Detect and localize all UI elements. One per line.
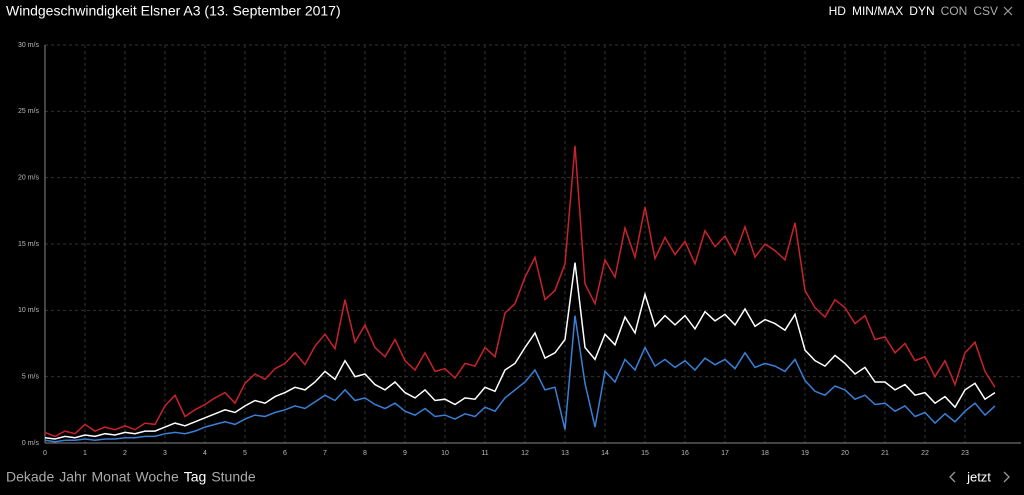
x-tick-label: 13 <box>561 450 569 457</box>
series-line <box>44 262 996 440</box>
y-tick-label: 15 m/s <box>18 241 40 248</box>
toolbar-button[interactable]: CON <box>941 4 968 18</box>
x-tick-label: 6 <box>283 450 287 457</box>
y-tick-label: 20 m/s <box>18 175 40 182</box>
x-tick-label: 20 <box>841 450 849 457</box>
range-button[interactable]: Monat <box>92 469 131 485</box>
x-tick-label: 21 <box>881 450 889 457</box>
x-tick-label: 3 <box>163 450 167 457</box>
x-tick-label: 7 <box>323 450 327 457</box>
now-button[interactable]: jetzt <box>966 469 991 484</box>
x-tick-label: 23 <box>961 450 969 457</box>
range-button[interactable]: Dekade <box>6 469 54 485</box>
close-icon[interactable] <box>1003 6 1013 16</box>
prev-arrow[interactable] <box>949 471 956 483</box>
x-tick-label: 19 <box>801 450 809 457</box>
x-tick-label: 22 <box>921 450 929 457</box>
y-tick-label: 30 m/s <box>18 42 40 49</box>
toolbar-button[interactable]: CSV <box>973 4 998 18</box>
y-tick-label: 5 m/s <box>22 374 40 381</box>
x-tick-label: 11 <box>481 450 488 457</box>
series-line <box>44 145 996 438</box>
x-tick-label: 10 <box>441 450 449 457</box>
range-button[interactable]: Jahr <box>59 469 87 485</box>
next-arrow[interactable] <box>1003 471 1010 483</box>
y-tick-label: 0 m/s <box>22 440 40 447</box>
x-tick-label: 4 <box>203 450 207 457</box>
chart-title: Windgeschwindigkeit Elsner A3 (13. Septe… <box>6 3 341 19</box>
x-tick-label: 16 <box>681 450 689 457</box>
x-tick-label: 9 <box>403 450 407 457</box>
toolbar-button[interactable]: HD <box>829 4 847 18</box>
x-tick-label: 15 <box>641 450 649 457</box>
x-tick-label: 1 <box>83 450 87 457</box>
x-tick-label: 18 <box>761 450 769 457</box>
toolbar-button[interactable]: MIN/MAX <box>852 4 903 18</box>
toolbar-button[interactable]: DYN <box>909 4 934 18</box>
x-tick-label: 5 <box>243 450 247 457</box>
y-tick-label: 25 m/s <box>18 108 40 115</box>
x-tick-label: 0 <box>43 450 47 457</box>
range-button[interactable]: Stunde <box>211 469 256 485</box>
y-tick-label: 10 m/s <box>18 307 40 314</box>
series-line <box>44 315 996 443</box>
x-tick-label: 17 <box>721 450 729 457</box>
x-tick-label: 12 <box>521 450 529 457</box>
x-tick-label: 14 <box>601 450 609 457</box>
range-button[interactable]: Woche <box>135 469 179 485</box>
x-tick-label: 8 <box>363 450 367 457</box>
range-button[interactable]: Tag <box>184 469 207 485</box>
x-tick-label: 2 <box>123 450 127 457</box>
